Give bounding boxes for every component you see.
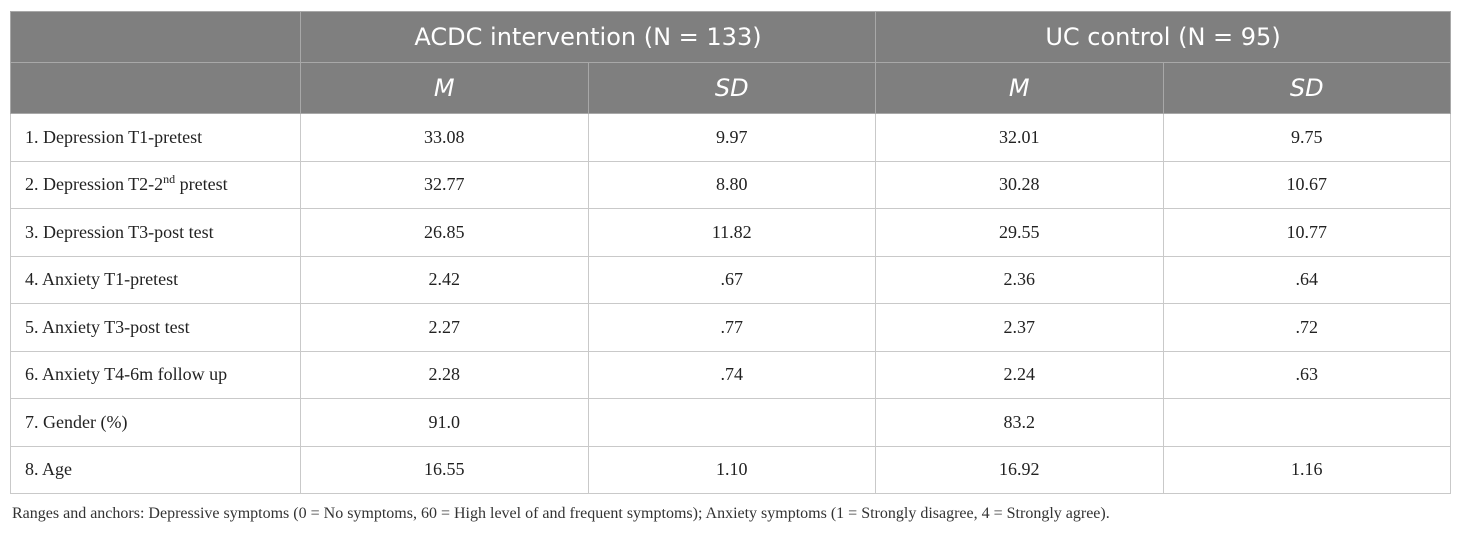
cell-intervention-sd: 8.80 <box>587 160 876 209</box>
header-corner <box>10 11 301 63</box>
descriptive-stats-table: ACDC intervention (N = 133) UC control (… <box>10 11 1452 494</box>
cell-intervention-sd: .67 <box>587 255 876 304</box>
cell-intervention-sd: .77 <box>587 303 876 352</box>
subheader-control-mean: M <box>875 62 1164 114</box>
subheader-blank <box>10 62 301 114</box>
row-label: 1. Depression T1-pretest <box>10 113 301 162</box>
row-label: 4. Anxiety T1-pretest <box>10 255 301 304</box>
cell-control-sd: 1.16 <box>1162 445 1452 494</box>
data-table-container: ACDC intervention (N = 133) UC control (… <box>10 11 1452 494</box>
cell-intervention-mean: 2.42 <box>300 255 589 304</box>
table-row: 1. Depression T1-pretest 33.08 9.97 32.0… <box>10 113 1452 162</box>
cell-control-sd: .63 <box>1162 350 1452 399</box>
subheader-intervention-sd: SD <box>587 62 876 114</box>
cell-control-sd: .64 <box>1162 255 1452 304</box>
row-label: 3. Depression T3-post test <box>10 208 301 257</box>
cell-intervention-mean: 2.27 <box>300 303 589 352</box>
row-label: 8. Age <box>10 445 301 494</box>
table-subheader-row: M SD M SD <box>10 62 1452 114</box>
row-label-superscript: nd <box>163 172 176 187</box>
cell-control-sd <box>1162 398 1452 447</box>
cell-intervention-mean: 16.55 <box>300 445 589 494</box>
cell-control-mean: 2.37 <box>875 303 1164 352</box>
cell-intervention-mean: 26.85 <box>300 208 589 257</box>
table-row: 5. Anxiety T3-post test 2.27 .77 2.37 .7… <box>10 303 1452 352</box>
subheader-intervention-mean: M <box>300 62 589 114</box>
row-label-text-suffix: pretest <box>175 174 228 195</box>
cell-control-sd: 9.75 <box>1162 113 1452 162</box>
row-label: 6. Anxiety T4-6m follow up <box>10 350 301 399</box>
table-row: 8. Age 16.55 1.10 16.92 1.16 <box>10 445 1452 494</box>
row-label: 5. Anxiety T3-post test <box>10 303 301 352</box>
cell-intervention-sd: 9.97 <box>587 113 876 162</box>
cell-intervention-sd: 1.10 <box>587 445 876 494</box>
row-label-text: 2. Depression T2-2 <box>25 174 164 195</box>
table-row: 6. Anxiety T4-6m follow up 2.28 .74 2.24… <box>10 350 1452 399</box>
table-row: 4. Anxiety T1-pretest 2.42 .67 2.36 .64 <box>10 255 1452 304</box>
cell-control-mean: 2.36 <box>875 255 1164 304</box>
cell-intervention-mean: 33.08 <box>300 113 589 162</box>
cell-control-mean: 83.2 <box>875 398 1164 447</box>
cell-intervention-mean: 32.77 <box>300 160 589 209</box>
cell-control-mean: 16.92 <box>875 445 1164 494</box>
cell-control-mean: 29.55 <box>875 208 1164 257</box>
cell-intervention-sd <box>587 398 876 447</box>
cell-control-sd: .72 <box>1162 303 1452 352</box>
table-header-group-row: ACDC intervention (N = 133) UC control (… <box>10 11 1452 63</box>
cell-intervention-sd: 11.82 <box>587 208 876 257</box>
cell-intervention-mean: 2.28 <box>300 350 589 399</box>
row-label: 2. Depression T2-2nd pretest <box>10 160 301 209</box>
cell-intervention-mean: 91.0 <box>300 398 589 447</box>
table-row: 2. Depression T2-2nd pretest 32.77 8.80 … <box>10 160 1452 209</box>
header-group-intervention: ACDC intervention (N = 133) <box>300 11 876 63</box>
subheader-control-sd: SD <box>1162 62 1452 114</box>
table-row: 3. Depression T3-post test 26.85 11.82 2… <box>10 208 1452 257</box>
table-footnote: Ranges and anchors: Depressive symptoms … <box>12 505 1110 522</box>
cell-intervention-sd: .74 <box>587 350 876 399</box>
row-label: 7. Gender (%) <box>10 398 301 447</box>
header-group-control: UC control (N = 95) <box>874 11 1452 63</box>
cell-control-sd: 10.77 <box>1162 208 1452 257</box>
cell-control-mean: 2.24 <box>875 350 1164 399</box>
cell-control-sd: 10.67 <box>1162 160 1452 209</box>
cell-control-mean: 32.01 <box>875 113 1164 162</box>
cell-control-mean: 30.28 <box>875 160 1164 209</box>
table-row: 7. Gender (%) 91.0 83.2 <box>10 398 1452 447</box>
